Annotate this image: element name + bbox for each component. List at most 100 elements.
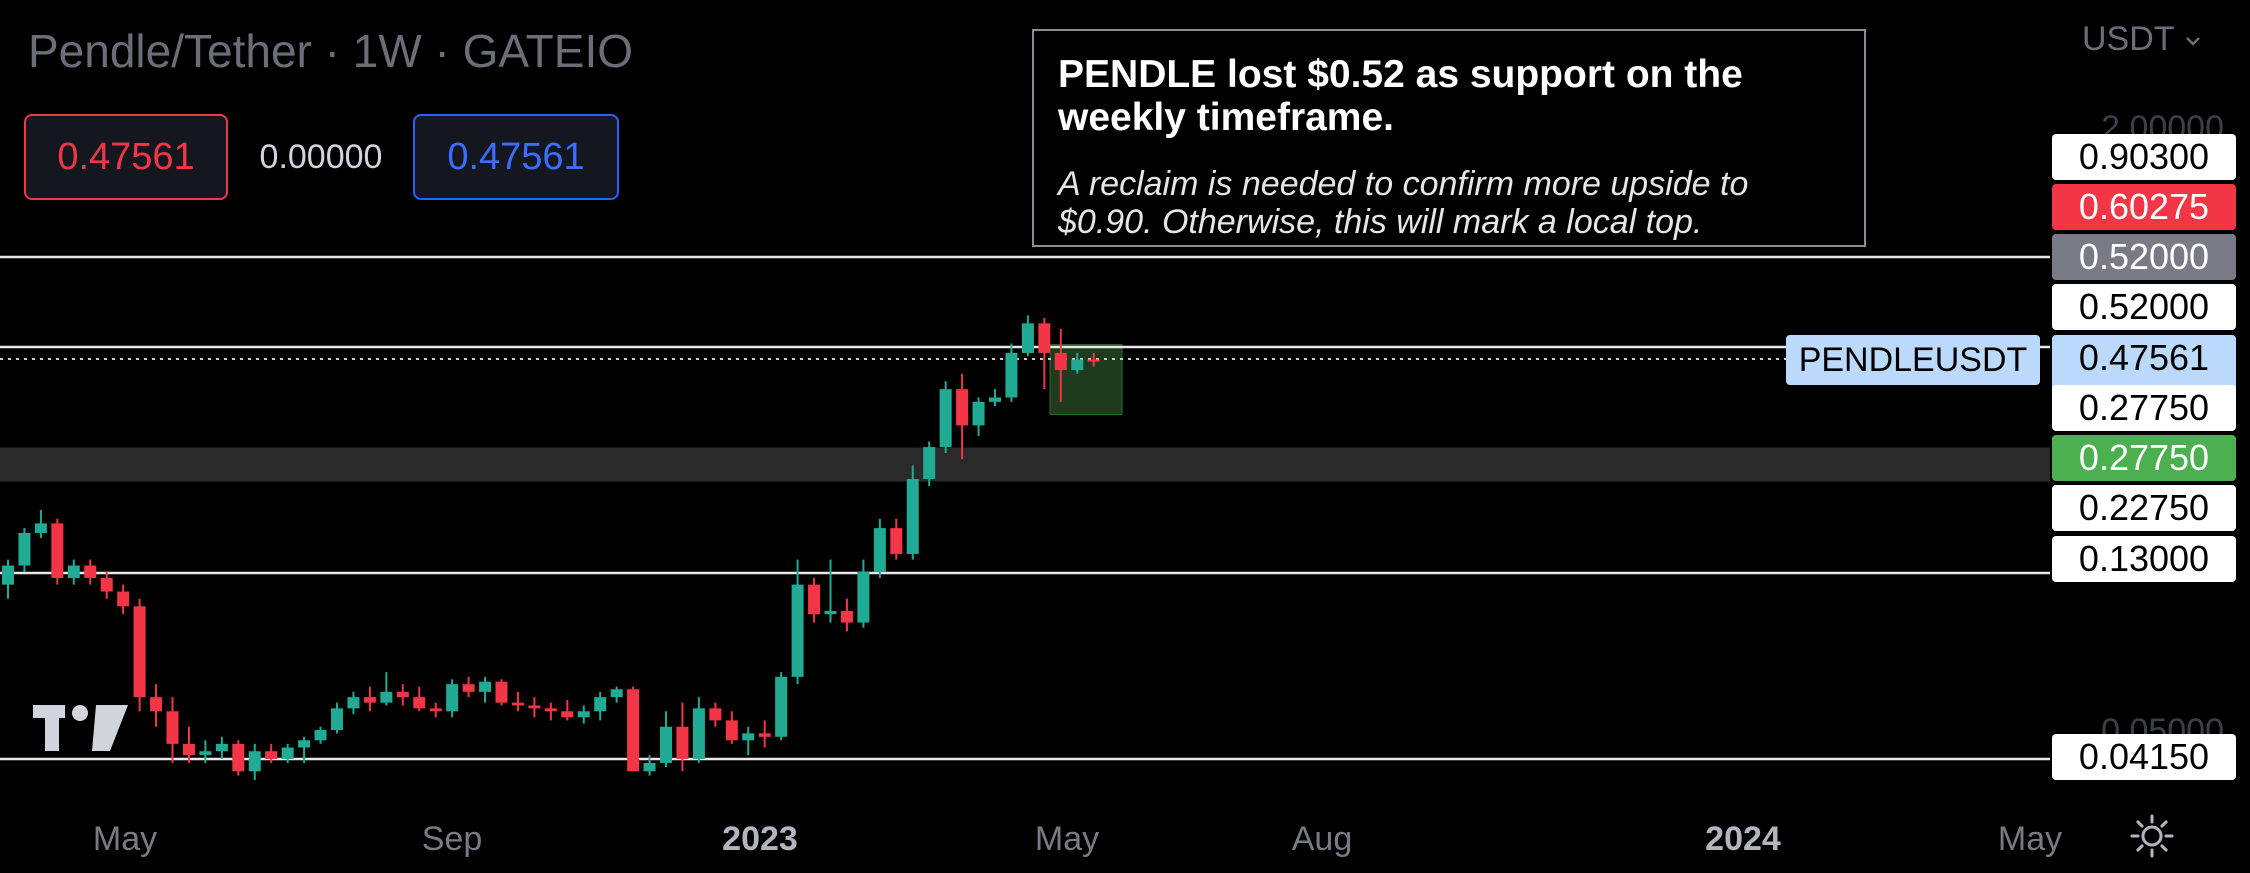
candle-36	[594, 691, 607, 721]
candle-26	[429, 702, 442, 718]
candle-30	[495, 679, 508, 706]
candle-8	[133, 598, 146, 712]
candle-49	[808, 578, 821, 623]
candle-31	[511, 691, 524, 712]
candles	[2, 315, 1100, 781]
annotation-body: A reclaim is needed to confirm more upsi…	[1058, 165, 1749, 241]
chevron-down-icon	[2186, 37, 2201, 46]
candle-24	[396, 684, 409, 706]
candle-11	[182, 726, 195, 763]
candle-40	[660, 711, 672, 768]
candle-body	[528, 705, 541, 709]
candle-body	[479, 681, 492, 692]
price-tag-8: 0.13000	[2052, 536, 2236, 582]
candle-body	[577, 711, 590, 718]
candle-body	[873, 528, 886, 572]
candle-body	[150, 697, 163, 712]
candle-51	[840, 598, 853, 632]
candle-body	[51, 523, 64, 579]
candle-body	[923, 447, 936, 480]
candle-3	[51, 518, 64, 585]
candle-body	[725, 720, 738, 741]
price-tag-7: 0.22750	[2052, 485, 2236, 531]
candle-body	[363, 697, 376, 703]
theme-toggle-icon[interactable]	[2130, 814, 2174, 858]
candle-body	[18, 532, 31, 566]
candle-body	[676, 726, 689, 759]
price-tag-0: 0.90300	[2052, 134, 2236, 180]
candle-body	[446, 684, 459, 712]
candle-16	[265, 743, 278, 763]
candle-46	[758, 720, 771, 748]
candle-body	[1005, 352, 1018, 398]
candle-9	[150, 684, 163, 727]
xaxis-label-5: 2024	[1705, 820, 1781, 858]
annotation-box[interactable]: PENDLE lost $0.52 as support on the week…	[1032, 29, 1866, 247]
candle-body	[1071, 359, 1084, 371]
candle-17	[281, 743, 294, 763]
candle-body	[215, 743, 228, 752]
candle-body	[1087, 359, 1100, 362]
candle-60	[989, 389, 1001, 407]
candle-66	[1087, 352, 1100, 367]
candle-body	[840, 611, 853, 623]
price-tag-6: 0.27750	[2052, 435, 2236, 481]
candle-37	[610, 686, 623, 703]
candle-body	[610, 689, 623, 698]
candle-7	[117, 584, 130, 615]
candle-body	[298, 740, 311, 748]
candle-body	[709, 708, 722, 721]
price-tag-label: 0.47561	[2079, 337, 2209, 378]
candle-body	[34, 523, 47, 533]
xaxis-label-4: Aug	[1292, 820, 1353, 858]
candle-2	[34, 510, 47, 538]
candle-body	[429, 708, 442, 712]
candle-body	[758, 733, 771, 737]
candle-28	[462, 676, 475, 698]
candle-56	[923, 441, 936, 487]
candle-body	[511, 702, 524, 706]
chart-title: Pendle/Tether · 1W · GATEIO	[28, 25, 634, 77]
candle-53	[873, 518, 886, 579]
annotation-title: PENDLE lost $0.52 as support on the week…	[1058, 53, 1743, 139]
candle-body	[890, 528, 903, 554]
price-tag-bg	[2052, 134, 2236, 180]
candle-body	[232, 743, 245, 772]
price-tag-9: 0.04150	[2052, 734, 2236, 780]
candle-body	[133, 606, 146, 698]
candle-body	[166, 711, 179, 744]
candle-1	[18, 528, 31, 572]
candle-body	[594, 697, 607, 712]
candle-body	[775, 676, 788, 737]
price-tag-label: 0.27750	[2079, 437, 2209, 478]
price-tag-bg	[2052, 234, 2236, 280]
candle-47	[775, 672, 788, 741]
candle-32	[528, 697, 541, 718]
candle-body	[808, 584, 821, 615]
candle-body	[182, 743, 195, 756]
price-tag-label: 0.52000	[2079, 286, 2209, 327]
candle-body	[1038, 323, 1051, 353]
chart-zones	[0, 344, 2050, 482]
xaxis-label-1: Sep	[422, 820, 483, 858]
candle-body	[939, 389, 952, 448]
time-axis: May Sep 2023 May Aug 2024 May	[93, 820, 2062, 858]
candle-body	[857, 571, 870, 623]
candle-38	[627, 686, 640, 772]
candle-22	[363, 686, 376, 712]
close-price-box[interactable]: 0.47561	[413, 114, 619, 200]
symbol-label: PENDLEUSDT	[1786, 335, 2040, 385]
xaxis-label-2: 2023	[722, 820, 798, 858]
open-price-box[interactable]: 0.47561	[24, 114, 228, 200]
candle-body	[2, 565, 14, 585]
xaxis-label-0: May	[93, 820, 157, 858]
price-tag-bg	[2052, 734, 2236, 780]
candle-body	[989, 397, 1001, 402]
candle-10	[166, 697, 179, 763]
price-tag-bg	[2052, 485, 2236, 531]
price-change: 0.00000	[259, 137, 383, 176]
price-tag-bg	[2052, 284, 2236, 330]
currency-selector[interactable]: USDT	[2082, 20, 2201, 59]
candle-52	[857, 559, 870, 628]
